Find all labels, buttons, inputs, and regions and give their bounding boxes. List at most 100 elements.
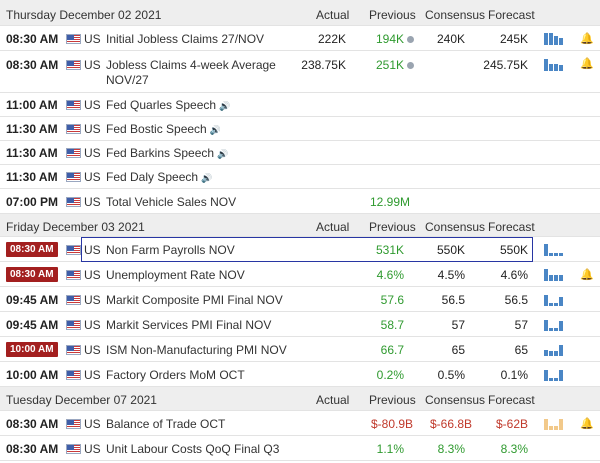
event-name[interactable]: ISM Non-Manufacturing PMI NOV [106,343,287,357]
event-country: US [84,417,101,431]
event-consensus: 0.5% [437,368,465,382]
col-forecast[interactable]: Forecast [488,8,535,22]
event-name-line2: NOV/27 [106,73,149,87]
mini-bar [544,59,548,71]
event-country: US [84,32,101,46]
event-row[interactable]: 08:30 AM US Unit Labour Costs QoQ Final … [0,436,600,461]
event-country: US [84,268,101,282]
mini-bar [549,426,553,430]
mini-bar [559,321,563,331]
event-name[interactable]: Unit Labour Costs QoQ Final Q3 [106,442,280,456]
event-consensus: 56.5 [441,293,465,307]
event-previous: 0.2% [376,368,404,382]
mini-bar [554,328,558,331]
us-flag-icon [66,370,81,380]
mini-bar [554,36,558,45]
mini-bar [549,328,553,331]
mini-bar [544,419,548,430]
event-time: 09:45 AM [6,293,59,307]
event-name[interactable]: Balance of Trade OCT [106,417,226,431]
bell-icon[interactable]: 🔔 [580,33,594,45]
event-time: 08:30 AM [6,32,59,46]
event-row[interactable]: 11:00 AM US Fed Quarles Speech 🔊 [0,93,600,117]
event-name[interactable]: Unemployment Rate NOV [106,268,245,282]
col-actual[interactable]: Actual [316,8,350,22]
mini-bar [554,303,558,306]
event-name[interactable]: Markit Services PMI Final NOV [106,318,272,332]
us-flag-icon [66,172,81,182]
mini-bar [544,350,548,356]
event-row[interactable]: 10:00 AM US Factory Orders MoM OCT 0.2% … [0,362,600,387]
event-row[interactable]: 11:30 AM US Fed Bostic Speech 🔊 [0,117,600,141]
revision-dot-icon [407,36,414,44]
mini-bar-chart-icon[interactable] [544,317,570,331]
col-previous[interactable]: Previous [369,8,416,22]
col-consensus[interactable]: Consensus [425,8,486,22]
mini-bar-chart-icon[interactable] [544,57,570,71]
mini-bar-chart-icon[interactable] [544,342,570,356]
mini-bar [559,345,563,356]
mini-bar [554,378,558,381]
event-country: US [84,318,101,332]
mini-bar-chart-icon[interactable] [544,367,570,381]
col-consensus[interactable]: Consensus [425,220,486,234]
event-forecast: $-62B [495,417,528,431]
mini-bar-chart-icon[interactable] [544,267,570,281]
revision-dot-icon [407,62,414,70]
event-forecast: 57 [514,318,528,332]
event-name[interactable]: Fed Daly Speech 🔊 [106,170,213,184]
event-forecast: 245K [499,32,528,46]
event-row[interactable]: 07:00 PM US Total Vehicle Sales NOV 12.9… [0,189,600,214]
event-row[interactable]: 08:30 AM US Jobless Claims 4-week Averag… [0,51,600,93]
col-previous[interactable]: Previous [369,393,416,407]
event-name[interactable]: Fed Barkins Speech 🔊 [106,146,229,160]
event-name[interactable]: Jobless Claims 4-week Average [106,58,276,72]
event-name[interactable]: Fed Bostic Speech 🔊 [106,122,221,136]
event-row[interactable]: 08:30 AM US Balance of Trade OCT $-80.9B… [0,411,600,436]
event-country: US [84,122,101,136]
event-name[interactable]: Factory Orders MoM OCT [106,368,245,382]
event-consensus: $-66.8B [429,417,472,431]
mini-bar [559,253,563,256]
mini-bar-chart-icon[interactable] [544,416,570,430]
event-name[interactable]: Non Farm Payrolls NOV [106,243,235,257]
event-time: 08:30 AM [6,417,59,431]
mini-bar [554,275,558,281]
event-country: US [84,98,101,112]
high-impact-time-badge: 10:00 AM [6,342,58,357]
mini-bar [554,351,558,356]
us-flag-icon [66,60,81,70]
event-name[interactable]: Fed Quarles Speech 🔊 [106,98,231,112]
col-consensus[interactable]: Consensus [425,393,486,407]
event-row[interactable]: 09:45 AM US Markit Composite PMI Final N… [0,287,600,312]
event-country: US [84,442,101,456]
col-forecast[interactable]: Forecast [488,220,535,234]
col-forecast[interactable]: Forecast [488,393,535,407]
event-forecast: 245.75K [483,58,528,72]
mini-bar-chart-icon[interactable] [544,292,570,306]
event-row[interactable]: 10:00 AM US ISM Non-Manufacturing PMI NO… [0,337,600,362]
us-flag-icon [66,295,81,305]
event-row[interactable]: 08:30 AM US Unemployment Rate NOV 4.6% 4… [0,262,600,287]
col-actual[interactable]: Actual [316,393,350,407]
col-previous[interactable]: Previous [369,220,416,234]
bell-icon[interactable]: 🔔 [580,418,594,430]
event-row[interactable]: 09:45 AM US Markit Services PMI Final NO… [0,312,600,337]
event-name[interactable]: Markit Composite PMI Final NOV [106,293,283,307]
speaker-icon: 🔊 [219,101,231,111]
event-row[interactable]: 11:30 AM US Fed Barkins Speech 🔊 [0,141,600,165]
bell-icon[interactable]: 🔔 [580,269,594,281]
mini-bar-chart-icon[interactable] [544,31,570,45]
us-flag-icon [66,270,81,280]
event-consensus: 240K [436,32,465,46]
col-actual[interactable]: Actual [316,220,350,234]
event-row[interactable]: 11:30 AM US Fed Daly Speech 🔊 [0,165,600,189]
event-name[interactable]: Total Vehicle Sales NOV [106,195,237,209]
event-row[interactable]: 08:30 AM US Initial Jobless Claims 27/NO… [0,26,600,51]
mini-bar-chart-icon[interactable] [544,242,570,256]
bell-icon[interactable]: 🔔 [580,58,594,70]
event-country: US [84,368,101,382]
us-flag-icon [66,148,81,158]
event-name[interactable]: Initial Jobless Claims 27/NOV [106,32,265,46]
